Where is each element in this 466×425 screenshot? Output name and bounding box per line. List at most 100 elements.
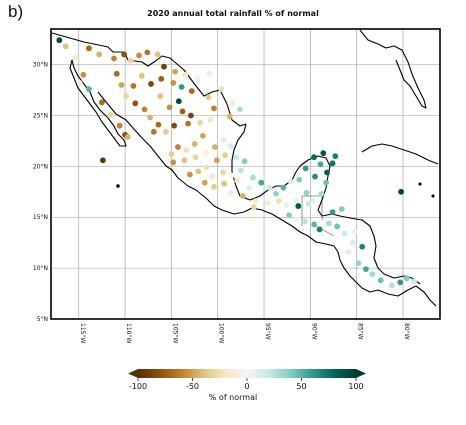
station-marker — [398, 188, 404, 195]
station-marker — [141, 106, 148, 113]
colorbar-label: % of normal — [208, 393, 258, 402]
station-marker — [187, 171, 193, 178]
colorbar-tick-label: 50 — [296, 382, 306, 391]
station-marker — [96, 51, 103, 58]
station-marker — [161, 63, 167, 70]
station-marker — [250, 204, 257, 210]
us-mexico-border — [51, 32, 247, 127]
station-marker — [250, 174, 256, 181]
station-marker — [311, 221, 317, 228]
station-marker — [144, 49, 151, 56]
station-marker — [179, 108, 186, 115]
station-marker — [182, 71, 189, 78]
station-marker — [323, 179, 329, 186]
station-marker — [316, 226, 323, 233]
station-marker — [252, 198, 259, 204]
station-marker — [332, 153, 339, 160]
lon-label: 95°W — [264, 323, 271, 340]
station-marker — [183, 147, 190, 153]
graticule — [51, 29, 440, 319]
station-marker — [237, 167, 244, 174]
station-marker — [124, 133, 131, 140]
station-markers — [56, 37, 417, 289]
lat-label: 15°N — [33, 214, 48, 221]
station-marker — [76, 80, 83, 86]
lat-label: 20°N — [33, 163, 48, 170]
station-marker — [99, 157, 106, 164]
station-marker — [148, 81, 154, 87]
station-marker — [127, 57, 134, 64]
station-marker — [280, 184, 287, 191]
station-marker — [111, 55, 117, 62]
station-marker — [162, 128, 169, 135]
lat-label: 5°N — [37, 316, 48, 323]
station-marker — [318, 190, 325, 197]
station-marker — [113, 70, 120, 77]
station-marker — [286, 212, 292, 219]
station-marker — [377, 277, 384, 284]
colorbar-tick-label: -100 — [129, 382, 147, 391]
station-marker — [211, 105, 217, 112]
station-marker — [324, 169, 330, 176]
cuba — [361, 143, 439, 165]
lat-label: 30°N — [33, 62, 48, 69]
station-marker — [266, 184, 273, 191]
station-marker — [191, 141, 198, 147]
station-marker — [227, 143, 234, 149]
station-marker — [218, 86, 225, 92]
station-marker — [132, 100, 139, 107]
station-marker — [329, 160, 336, 167]
mexico-gulf-coast — [231, 123, 331, 211]
station-marker — [227, 189, 234, 196]
mexico-pacific-coast — [97, 91, 301, 233]
station-marker — [329, 209, 336, 216]
colorbar-tick-label: 100 — [348, 382, 363, 391]
station-marker — [80, 71, 87, 78]
station-marker — [155, 121, 162, 128]
lon-label: 105°W — [171, 323, 178, 343]
station-marker — [293, 198, 300, 204]
station-marker — [320, 150, 327, 157]
station-marker — [123, 93, 129, 100]
state-borders — [301, 195, 335, 237]
station-marker — [241, 158, 248, 165]
station-marker — [170, 80, 177, 86]
station-marker — [302, 165, 309, 172]
colorbar-max-extend — [356, 369, 366, 378]
station-marker — [351, 228, 358, 235]
colorbar-tick-label: -50 — [186, 382, 199, 391]
station-marker — [295, 203, 302, 209]
colorbar-tick-label: 0 — [244, 382, 249, 391]
map-frame — [50, 28, 441, 320]
station-marker — [192, 154, 199, 161]
station-marker — [157, 93, 164, 100]
station-marker — [195, 168, 202, 175]
station-marker — [203, 164, 210, 171]
station-marker — [355, 260, 362, 266]
latitude-labels: 30°N 25°N 20°N 15°N 10°N 5°N — [33, 62, 48, 323]
station-marker — [178, 84, 185, 90]
station-marker — [107, 111, 114, 118]
station-marker — [345, 248, 352, 255]
lon-label: 115°W — [79, 323, 86, 343]
station-marker — [99, 99, 105, 106]
station-marker — [201, 179, 208, 186]
station-marker — [174, 144, 181, 150]
station-marker — [239, 192, 246, 199]
station-marker — [350, 239, 356, 246]
station-marker — [213, 157, 220, 164]
station-marker — [175, 98, 182, 105]
station-marker — [207, 116, 214, 123]
station-marker — [206, 70, 213, 77]
station-marker — [171, 122, 178, 129]
station-marker — [325, 220, 332, 227]
lon-label: 80°W — [403, 323, 410, 340]
station-marker — [233, 154, 240, 161]
station-marker — [172, 68, 179, 75]
station-marker — [185, 120, 191, 127]
station-marker — [130, 83, 137, 89]
lat-label: 10°N — [33, 265, 48, 272]
station-marker — [199, 132, 206, 139]
station-marker — [136, 52, 142, 59]
